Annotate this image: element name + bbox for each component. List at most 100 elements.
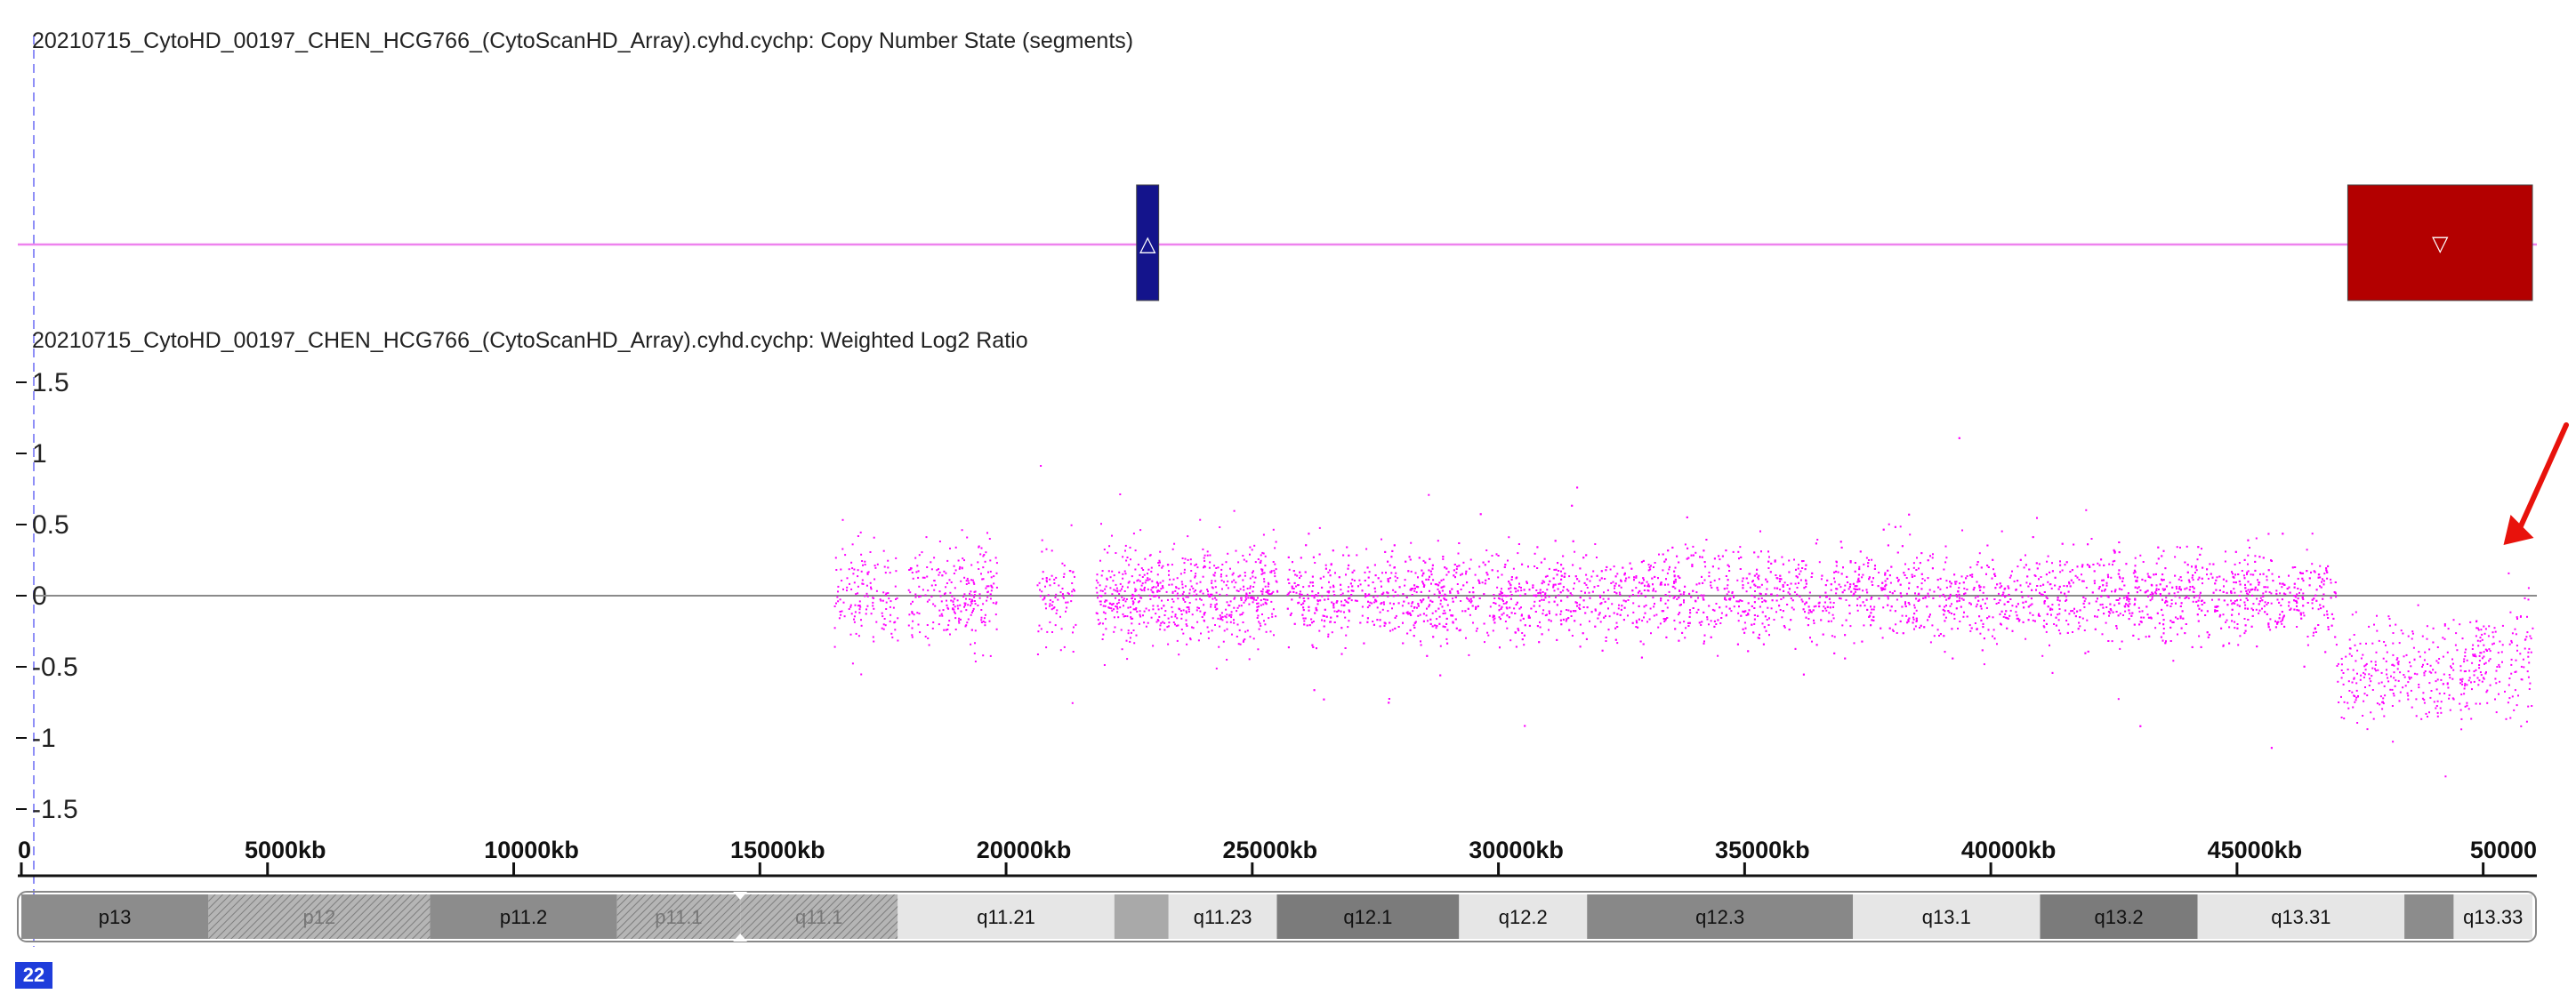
- data-point: [2165, 597, 2168, 599]
- cn-segment-gain[interactable]: [1136, 184, 1160, 301]
- data-point: [1710, 581, 1712, 583]
- data-point: [1972, 589, 1975, 591]
- data-point: [2234, 627, 2236, 629]
- data-point: [1061, 588, 1064, 589]
- data-point: [1735, 600, 1738, 603]
- data-point: [1272, 608, 1275, 611]
- data-point: [1845, 598, 1847, 601]
- data-point: [1332, 606, 1335, 609]
- data-point: [2251, 594, 2254, 597]
- data-point: [896, 597, 898, 599]
- data-point: [1813, 605, 1815, 608]
- data-point: [954, 629, 957, 630]
- data-point: [1327, 597, 1330, 600]
- data-point: [1129, 546, 1131, 549]
- data-point: [2233, 581, 2235, 583]
- data-point: [911, 627, 914, 629]
- data-point: [1971, 573, 1974, 576]
- data-point: [1243, 589, 1245, 591]
- data-point: [2198, 635, 2201, 637]
- data-point: [2250, 589, 2252, 591]
- data-point: [2085, 587, 2088, 589]
- data-point: [875, 621, 878, 623]
- data-point: [841, 548, 844, 550]
- data-point: [1589, 620, 1590, 622]
- data-point: [2296, 600, 2298, 603]
- data-point: [1944, 561, 1947, 564]
- data-point: [1214, 586, 1217, 589]
- data-point: [1159, 624, 1162, 627]
- data-point: [2154, 591, 2156, 594]
- data-point: [1443, 609, 1445, 612]
- data-point: [887, 559, 890, 562]
- data-point: [2015, 611, 2017, 613]
- data-point: [873, 640, 875, 643]
- data-point: [2025, 637, 2027, 640]
- data-point: [2312, 634, 2314, 637]
- data-point: [1731, 591, 1734, 593]
- data-point: [1664, 602, 1667, 605]
- data-point: [967, 580, 970, 582]
- data-point: [851, 567, 854, 570]
- data-point: [2313, 631, 2314, 634]
- data-point: [1221, 615, 1224, 618]
- data-point: [916, 565, 919, 567]
- data-point: [2113, 604, 2116, 606]
- data-point: [889, 605, 891, 608]
- data-point: [1095, 587, 1098, 589]
- data-point: [1350, 594, 1353, 597]
- data-point: [2254, 555, 2257, 557]
- data-point: [1219, 618, 1221, 621]
- data-point: [1272, 528, 1275, 531]
- data-point: [1373, 601, 1376, 604]
- data-point: [2145, 605, 2148, 608]
- data-point: [1770, 593, 1773, 596]
- data-point: [1891, 592, 1894, 595]
- data-point: [1243, 601, 1245, 604]
- data-point: [1225, 608, 1228, 611]
- data-point: [1548, 629, 1550, 631]
- data-point: [1316, 595, 1319, 597]
- data-point: [1944, 545, 1947, 548]
- data-point: [1688, 592, 1691, 595]
- data-point: [1797, 567, 1799, 570]
- data-point: [1931, 624, 1934, 627]
- data-point: [1928, 589, 1931, 591]
- data-point: [1236, 610, 1238, 613]
- data-point: [1231, 573, 1234, 576]
- data-point: [1727, 579, 1729, 581]
- data-point: [1233, 597, 1236, 600]
- data-point: [1163, 621, 1166, 624]
- data-point: [2184, 588, 2186, 590]
- data-point: [889, 620, 891, 622]
- data-point: [1292, 570, 1295, 573]
- data-point: [858, 600, 861, 603]
- data-point: [1135, 608, 1137, 611]
- data-point: [1138, 622, 1140, 625]
- data-point: [1115, 605, 1117, 607]
- data-point: [2282, 615, 2285, 618]
- data-point: [1051, 574, 1053, 577]
- data-point: [1261, 593, 1264, 596]
- data-point: [1668, 568, 1670, 571]
- data-point: [1431, 564, 1434, 566]
- data-point: [1506, 627, 1509, 629]
- data-point: [1543, 581, 1546, 583]
- data-point: [2330, 613, 2333, 615]
- data-point: [1123, 570, 1126, 573]
- data-point: [912, 577, 914, 580]
- data-point: [1982, 591, 1984, 594]
- data-point: [947, 607, 950, 610]
- data-point: [2176, 546, 2178, 549]
- data-point: [888, 597, 890, 600]
- data-point: [2009, 609, 2012, 612]
- data-point: [1614, 591, 1616, 593]
- data-point: [1509, 584, 1512, 587]
- data-point: [2199, 553, 2202, 556]
- data-point: [1673, 581, 1676, 583]
- data-point: [1244, 630, 1247, 633]
- data-point: [1421, 574, 1424, 577]
- data-point: [1162, 587, 1164, 589]
- cn-segment-loss[interactable]: [2347, 184, 2533, 301]
- data-point: [2326, 571, 2329, 573]
